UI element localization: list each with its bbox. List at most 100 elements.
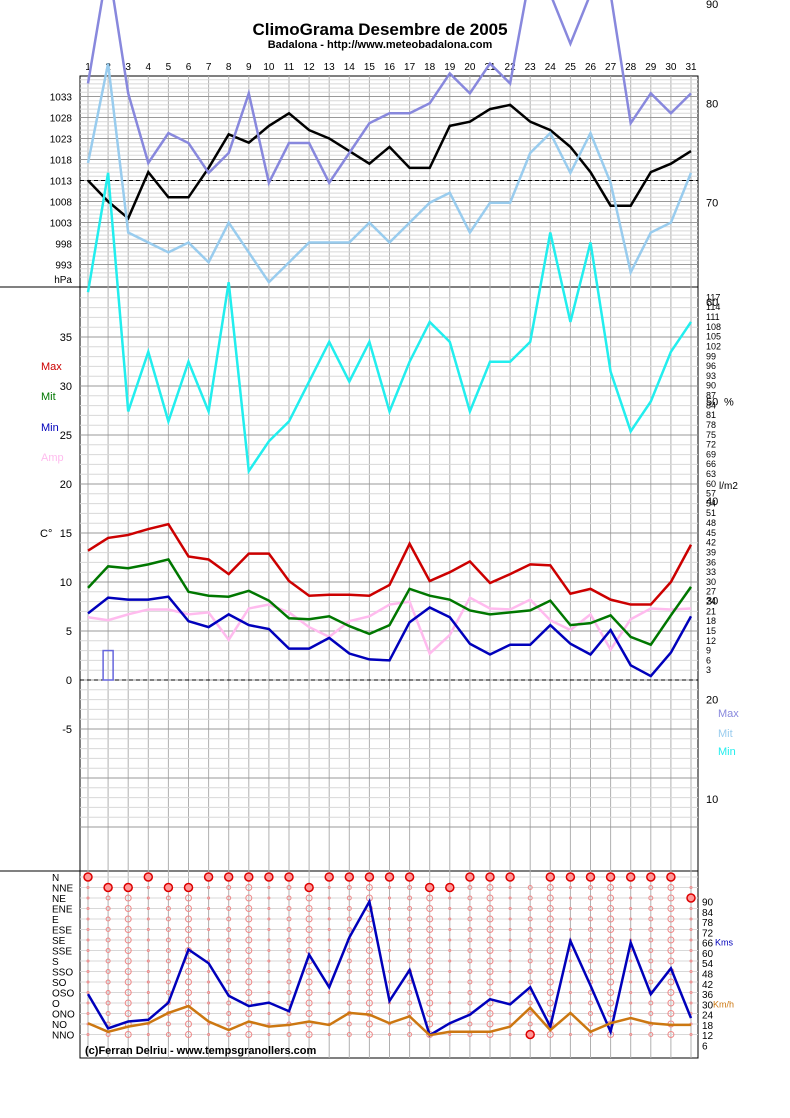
wind-direction-dot xyxy=(426,926,434,933)
dominant-direction-marker xyxy=(686,893,696,903)
wind-direction-dot xyxy=(165,895,171,901)
wind-tick-label: 30 xyxy=(702,1000,714,1011)
wind-direction-dot xyxy=(365,957,373,965)
rain-tick-label: 3 xyxy=(706,665,711,675)
wind-direction-dot xyxy=(607,957,615,965)
wind-direction-dot xyxy=(426,894,434,902)
wind-direction-dot xyxy=(105,990,111,995)
wind-direction-dot xyxy=(245,915,253,923)
wind-direction-dot xyxy=(467,906,473,911)
wind-direction-dot xyxy=(124,978,132,986)
humidity-tick-label: 20 xyxy=(706,695,718,707)
wind-direction-dot xyxy=(588,916,593,922)
wind-direction-dot xyxy=(546,947,554,954)
wind-direction-dot xyxy=(124,915,132,923)
wind-direction-dot xyxy=(286,927,292,932)
dominant-direction-marker xyxy=(264,872,274,882)
wind-direction-dot xyxy=(185,978,192,986)
humidity-max-line xyxy=(86,0,692,187)
wind-direction-dot xyxy=(286,885,292,890)
wind-direction-dot xyxy=(568,896,572,900)
wind-direction-dot xyxy=(546,926,554,933)
wind-direction-dot xyxy=(207,970,211,973)
wind-direction-dot xyxy=(689,886,693,889)
wind-tick-label: 60 xyxy=(702,949,714,960)
wind-direction-dot xyxy=(105,979,111,985)
wind-direction-dot xyxy=(267,959,271,963)
day-tick-label: 10 xyxy=(263,62,275,73)
humidity-tick-label: 40 xyxy=(706,496,718,508)
wind-tick-label: 48 xyxy=(702,970,714,981)
wind-direction-dot xyxy=(124,947,132,954)
credit-text: (c)Ferran Delriu - www.tempsgranollers.c… xyxy=(85,1045,316,1057)
wind-direction-dot xyxy=(365,884,373,891)
wind-direction-dot xyxy=(467,895,473,901)
wind-direction-dot xyxy=(86,1001,90,1005)
wind-direction-dot xyxy=(185,957,192,965)
wind-direction-dot xyxy=(327,886,331,889)
wind-direction-dot xyxy=(124,905,132,912)
wind-direction-dot xyxy=(689,907,693,910)
rain-tick-label: 99 xyxy=(706,351,716,361)
wind-direction-dot xyxy=(346,948,352,953)
wind-direction-dot xyxy=(346,895,352,901)
wind-direction-dot xyxy=(165,937,171,943)
wind-direction-dot xyxy=(286,979,292,985)
rain-tick-label: 63 xyxy=(706,469,716,479)
wind-direction-dot xyxy=(588,895,593,901)
wind-direction-dot xyxy=(185,989,192,996)
temp-axis-label: C° xyxy=(40,528,52,540)
wind-direction-dot xyxy=(568,907,572,910)
humidity-min-line xyxy=(86,172,693,475)
wind-direction-dot xyxy=(486,905,494,912)
wind-direction-dot xyxy=(667,884,675,891)
rain-tick-label: 33 xyxy=(706,567,716,577)
wind-direction-dot xyxy=(207,991,211,994)
rain-tick-label: 18 xyxy=(706,616,716,626)
humidity-tick-label: 80 xyxy=(706,98,718,110)
wind-direction-dot xyxy=(267,970,271,973)
wind-direction-dot xyxy=(467,937,473,943)
wind-direction-dot xyxy=(508,980,512,984)
wind-direction-dot xyxy=(286,895,292,901)
wind-direction-dot xyxy=(448,949,452,952)
wind-direction-dot xyxy=(486,894,494,902)
wind-direction-dot xyxy=(146,938,150,942)
wind-direction-dot xyxy=(448,907,452,910)
wind-tick-label: 90 xyxy=(702,898,714,909)
wind-direction-dot xyxy=(105,969,111,974)
wind-direction-dot xyxy=(86,886,90,889)
temp-max-label: Max xyxy=(41,361,62,373)
wind-direction-dot xyxy=(689,917,693,921)
rain-tick-label: 9 xyxy=(706,646,711,656)
wind-direction-dot xyxy=(185,1031,192,1038)
wind-direction-dot xyxy=(185,968,192,975)
wind-direction-dot xyxy=(689,928,693,931)
wind-direction-dot xyxy=(286,1032,292,1037)
wind-direction-dot xyxy=(467,969,473,974)
wind-tick-label: 42 xyxy=(702,980,714,991)
day-tick-label: 18 xyxy=(424,62,436,73)
wind-direction-dot xyxy=(286,969,292,974)
wind-direction-dot xyxy=(486,1010,494,1017)
humidity-mit-line xyxy=(86,63,693,285)
wind-direction-dot xyxy=(667,926,675,933)
wind-direction-dot xyxy=(667,936,675,944)
wind-direction-dot xyxy=(407,927,413,932)
wind-direction-dot xyxy=(267,1012,271,1015)
wind-direction-dot xyxy=(508,1012,512,1015)
wind-direction-dot xyxy=(165,958,171,964)
temp-tick-label: 0 xyxy=(66,675,72,687)
rain-tick-label: 54 xyxy=(706,498,716,508)
wind-direction-dot xyxy=(648,969,654,974)
wind-direction-dot xyxy=(346,1000,352,1006)
wind-direction-dot xyxy=(365,1031,373,1038)
wind-direction-dot xyxy=(486,926,494,933)
hum-mit-label: Mit xyxy=(718,728,733,740)
wind-direction-dot xyxy=(86,991,90,994)
rain-tick-label: 108 xyxy=(706,322,721,332)
wind-direction-dot xyxy=(388,1012,391,1015)
wind-direction-dot xyxy=(648,1000,654,1006)
day-tick-label: 1 xyxy=(85,62,91,73)
wind-direction-dot xyxy=(226,1000,232,1006)
